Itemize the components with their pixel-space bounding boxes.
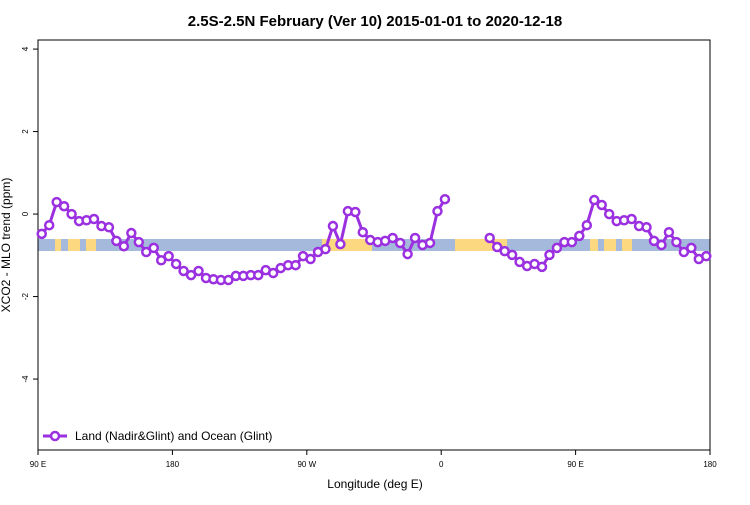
data-point xyxy=(603,208,615,220)
land-strip xyxy=(322,239,372,251)
data-point xyxy=(170,258,182,270)
y-tick-label: -2 xyxy=(21,292,30,300)
data-point xyxy=(641,222,652,233)
data-point xyxy=(88,213,100,225)
data-point xyxy=(656,239,667,251)
data-point xyxy=(491,241,503,253)
data-point xyxy=(686,242,697,254)
data-point xyxy=(544,249,555,261)
data-point xyxy=(43,219,55,231)
plot-frame xyxy=(37,39,711,451)
data-point xyxy=(432,205,443,217)
data-point xyxy=(514,256,525,268)
data-point xyxy=(394,237,406,249)
data-point xyxy=(103,222,115,233)
data-point xyxy=(51,196,62,208)
legend-marker xyxy=(49,430,61,442)
data-point xyxy=(402,248,413,260)
data-point xyxy=(439,193,451,205)
land-strip xyxy=(86,239,96,251)
data-point xyxy=(111,235,122,247)
x-tick-label: 90 W xyxy=(297,460,316,469)
data-point xyxy=(663,226,675,238)
data-point xyxy=(335,238,346,250)
data-point xyxy=(163,250,174,262)
data-point xyxy=(305,253,316,265)
data-point xyxy=(596,199,607,211)
y-tick-label: 4 xyxy=(21,46,30,51)
data-point xyxy=(178,265,189,277)
x-tick-label: 180 xyxy=(166,460,180,469)
data-point xyxy=(320,243,331,255)
data-point xyxy=(327,220,339,232)
x-tick-label: 0 xyxy=(439,460,444,469)
data-point xyxy=(581,219,593,231)
data-point xyxy=(484,232,495,244)
data-point xyxy=(141,246,152,258)
data-point xyxy=(290,259,301,271)
data-point xyxy=(133,236,145,248)
data-point xyxy=(536,261,548,273)
data-point xyxy=(566,236,578,248)
data-point xyxy=(387,232,398,244)
land-strip xyxy=(55,239,61,251)
data-point xyxy=(357,226,369,238)
data-point xyxy=(424,237,436,249)
y-tick-label: 0 xyxy=(21,211,30,216)
data-point xyxy=(267,267,279,279)
land-strip xyxy=(622,239,632,251)
data-point xyxy=(193,265,204,277)
data-point xyxy=(223,274,234,286)
y-tick-label: -4 xyxy=(21,375,30,383)
data-point xyxy=(253,269,264,281)
data-point xyxy=(148,242,159,254)
data-point xyxy=(409,232,421,244)
chart-title: 2.5S-2.5N February (Ver 10) 2015-01-01 t… xyxy=(188,13,562,30)
data-point xyxy=(185,269,197,281)
data-point xyxy=(36,228,47,240)
data-point xyxy=(671,236,682,248)
x-axis-label: Longitude (deg E) xyxy=(327,477,422,491)
data-point xyxy=(626,213,637,225)
data-point xyxy=(551,242,563,254)
y-tick-label: 2 xyxy=(21,129,30,134)
x-tick-label: 180 xyxy=(703,460,717,469)
data-point xyxy=(155,255,167,266)
data-point xyxy=(66,208,77,220)
legend-label: Land (Nadir&Glint) and Ocean (Glint) xyxy=(75,429,272,443)
data-point xyxy=(350,206,361,218)
data-point xyxy=(648,235,660,247)
land-strip xyxy=(590,239,598,251)
data-point xyxy=(506,249,518,261)
data-point xyxy=(589,194,600,206)
data-point xyxy=(58,200,70,212)
data-point xyxy=(678,246,690,258)
data-point xyxy=(701,250,712,262)
land-strip xyxy=(604,239,616,251)
x-tick-label: 90 E xyxy=(30,460,46,469)
y-axis-label: XCO2 - MLO trend (ppm) xyxy=(0,178,13,313)
data-point xyxy=(118,240,130,252)
land-strip xyxy=(68,239,80,251)
data-point xyxy=(574,230,585,242)
x-tick-label: 90 E xyxy=(567,460,583,469)
data-point xyxy=(126,227,137,239)
